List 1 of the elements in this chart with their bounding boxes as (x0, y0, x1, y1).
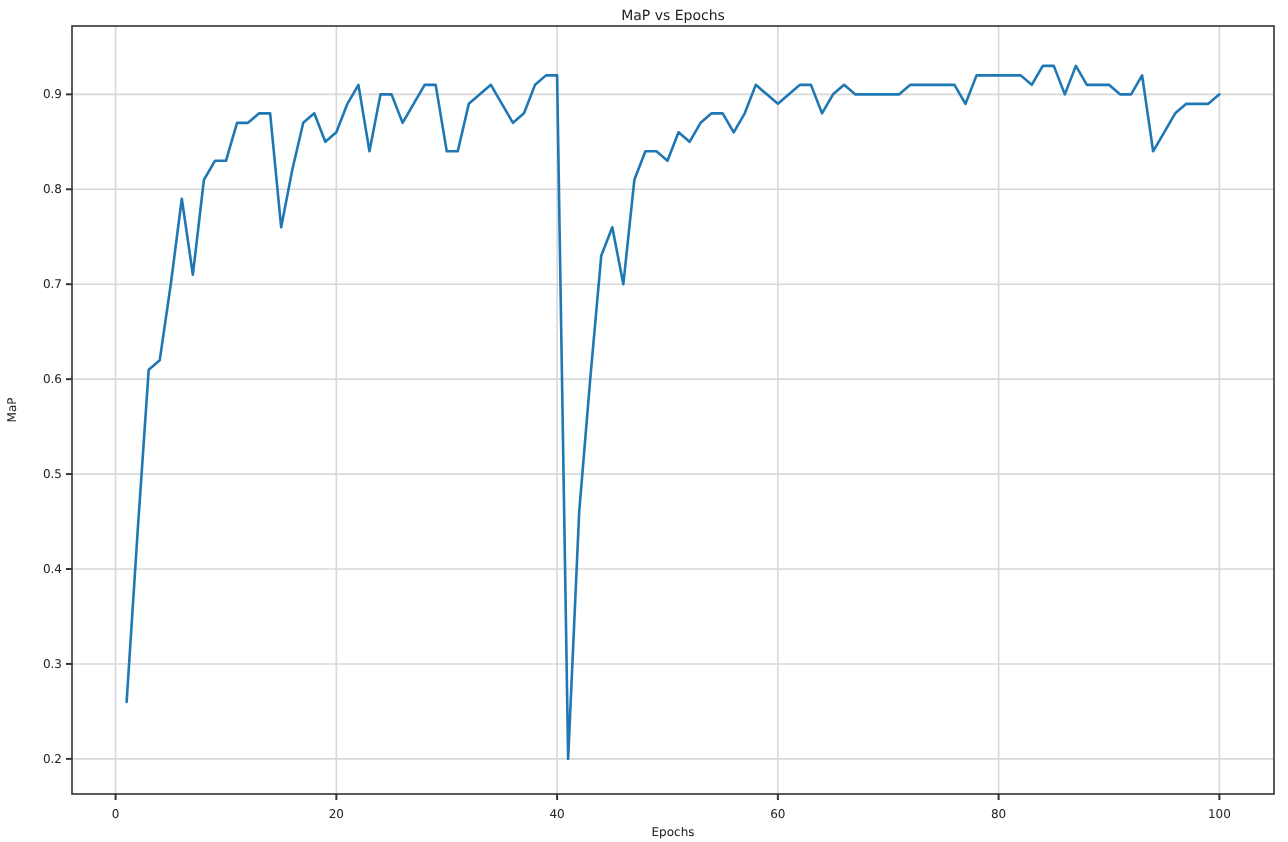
line-series (125, 64, 1221, 761)
